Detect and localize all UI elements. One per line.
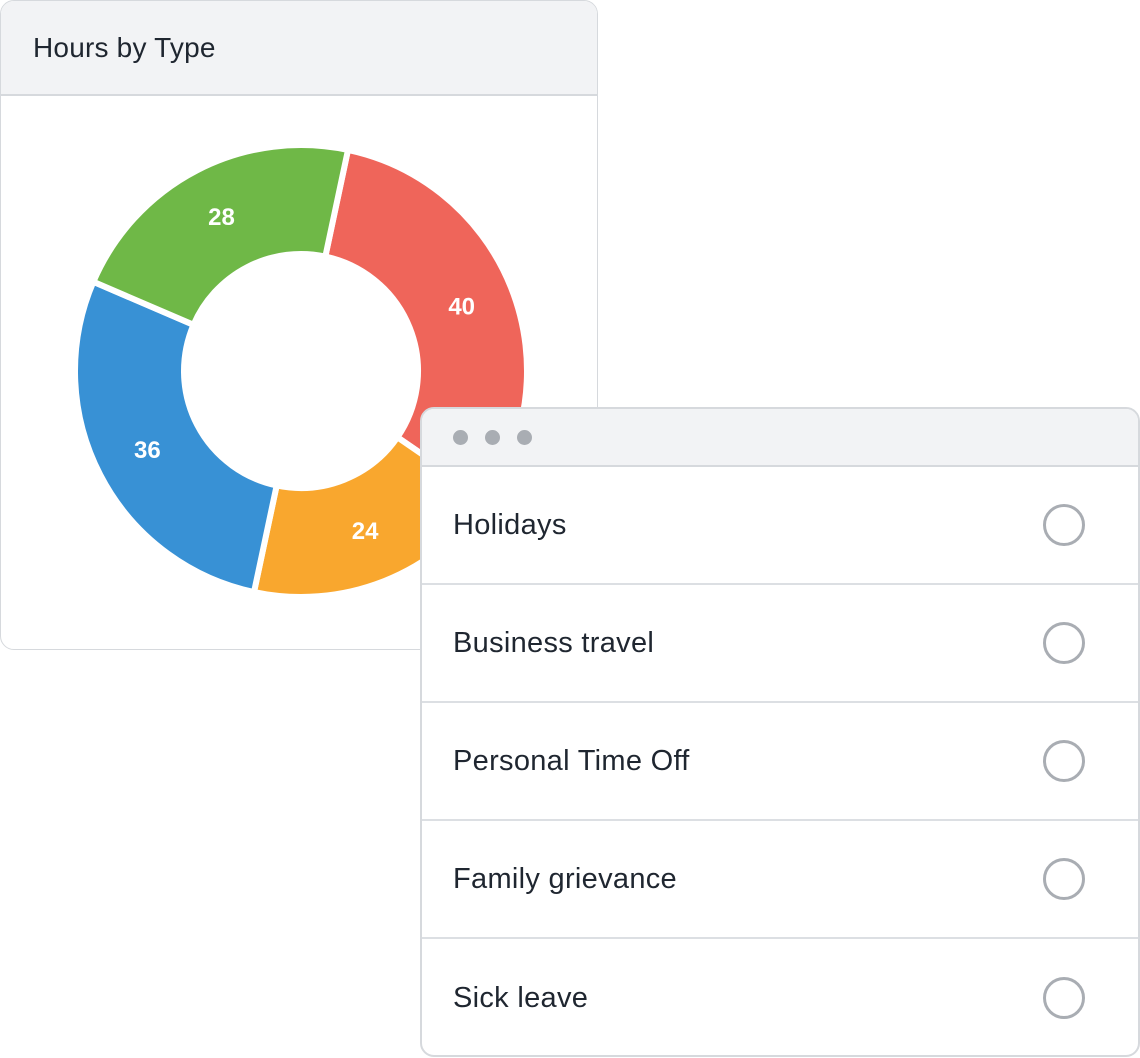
option-family-grievance[interactable]: Family grievance [422, 821, 1138, 939]
chart-title: Hours by Type [33, 31, 216, 63]
radio-button-icon[interactable] [1043, 622, 1085, 664]
chart-card-header: Hours by Type [1, 1, 597, 96]
slice-value-label: 40 [448, 293, 475, 320]
slice-value-label: 24 [352, 518, 379, 545]
option-personal-time-off[interactable]: Personal Time Off [422, 703, 1138, 821]
slice-value-label: 28 [208, 204, 235, 231]
option-holidays[interactable]: Holidays [422, 467, 1138, 585]
window-dot-icon [517, 429, 532, 445]
radio-button-icon[interactable] [1043, 858, 1085, 900]
option-label: Sick leave [453, 981, 589, 1014]
option-business-travel[interactable]: Business travel [422, 585, 1138, 703]
option-label: Family grievance [453, 862, 677, 895]
window-dot-icon [453, 429, 468, 445]
radio-button-icon[interactable] [1043, 977, 1085, 1019]
option-label: Holidays [453, 508, 567, 541]
option-label: Personal Time Off [453, 744, 690, 777]
slice-value-label: 36 [134, 437, 161, 464]
option-sick-leave[interactable]: Sick leave [422, 939, 1138, 1055]
leave-type-window: Holidays Business travel Personal Time O… [420, 407, 1140, 1057]
radio-button-icon[interactable] [1043, 504, 1085, 546]
window-title-bar [422, 409, 1138, 467]
leave-type-list: Holidays Business travel Personal Time O… [422, 467, 1138, 1055]
window-dot-icon [485, 429, 500, 445]
donut-slice [89, 142, 352, 329]
donut-slice [72, 277, 281, 596]
radio-button-icon[interactable] [1043, 740, 1085, 782]
option-label: Business travel [453, 626, 655, 659]
